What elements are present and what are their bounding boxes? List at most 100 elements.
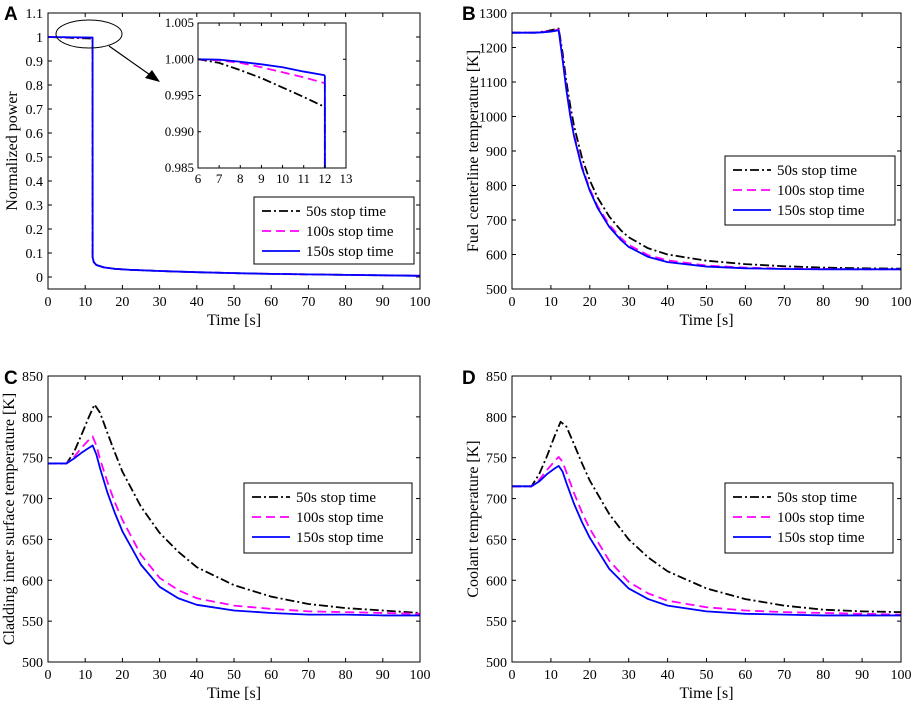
chart-panel-d: 0 10 20 30 40 50 60 70 80 90 100 500 550 600 650 700 750… (462, 368, 912, 702)
inset-axes-box (197, 22, 347, 169)
y-tick-label: 1200 (479, 42, 507, 57)
inset-y-tick-label: 1.000 (165, 51, 194, 66)
x-tick-label: 0 (509, 668, 516, 683)
legend-box (724, 482, 894, 554)
y-tick-label: 0.3 (26, 199, 44, 214)
y-tick-label: 850 (22, 370, 43, 385)
series-line-150s-stop-time (48, 444, 420, 617)
x-tick-label: 40 (190, 295, 204, 310)
inset-x-tick-label: 13 (340, 171, 353, 186)
series-line-100s-stop-time (512, 455, 901, 616)
legend-entry: 50s stop time (777, 490, 857, 506)
x-tick-label: 0 (45, 295, 52, 310)
legend-entry: 100s stop time (777, 510, 865, 526)
x-tick-label: 50 (227, 668, 241, 683)
main-axes-box (47, 375, 421, 663)
y-tick-label: 0.4 (26, 175, 44, 190)
x-tick-label: 50 (227, 295, 241, 310)
chart-series-group (48, 36, 420, 277)
x-tick-label: 30 (622, 295, 636, 310)
inset-x-tick-label: 7 (216, 171, 223, 186)
x-tick-label: 40 (190, 668, 204, 683)
x-tick-label: 40 (661, 668, 675, 683)
y-tick-label: 0.1 (26, 247, 44, 262)
x-tick-label: 80 (339, 295, 353, 310)
x-tick-label: 0 (509, 295, 516, 310)
x-tick-label: 50 (700, 295, 714, 310)
inset-x-tick-label: 11 (297, 171, 310, 186)
x-axis-label: Time [s] (207, 312, 261, 329)
inset-x-tick-label: 12 (318, 171, 331, 186)
y-tick-label: 1.1 (26, 7, 44, 22)
y-tick-label: 600 (486, 574, 507, 589)
main-axes-box (511, 12, 902, 290)
y-tick-label: 500 (486, 283, 507, 298)
y-tick-label: 700 (486, 493, 507, 508)
x-tick-label: 0 (45, 668, 52, 683)
y-axis-label: Fuel centerline temperature [K] (465, 50, 482, 252)
legend: 50s stop time 100s stop time 150s stop tim… (724, 482, 894, 554)
x-axis-label: Time [s] (679, 312, 733, 329)
y-tick-label: 700 (22, 493, 43, 508)
inset-x-tick-label: 8 (237, 171, 244, 186)
inset-series-group (198, 58, 326, 168)
chart-series-group (48, 403, 420, 617)
y-tick-label: 0.6 (26, 127, 44, 142)
x-tick-label: 90 (376, 295, 390, 310)
y-axis-label: Cladding inner surface temperature [K] (1, 393, 18, 645)
inset-y-tick-label: 1.005 (165, 15, 194, 30)
inset-y-tick-label: 0.990 (165, 124, 194, 139)
y-tick-label: 1300 (479, 7, 507, 22)
legend-entry: 100s stop time (777, 183, 865, 199)
inset-line-150s-stop-time (198, 58, 326, 77)
x-axis-label: Time [s] (679, 685, 733, 702)
y-tick-label: 0.7 (26, 103, 44, 118)
x-tick-label: 100 (891, 295, 912, 310)
x-tick-label: 20 (115, 295, 129, 310)
x-tick-label: 70 (301, 668, 315, 683)
y-tick-label: 650 (22, 533, 43, 548)
zoom-arrow-head (145, 70, 160, 82)
x-tick-label: 100 (410, 668, 431, 683)
y-tick-label: 0.9 (26, 55, 44, 70)
x-tick-label: 70 (777, 295, 791, 310)
x-tick-label: 100 (410, 295, 431, 310)
y-tick-label: 650 (486, 533, 507, 548)
y-tick-label: 0.8 (26, 79, 44, 94)
series-line-150s-stop-time (512, 464, 901, 617)
y-tick-label: 1000 (479, 111, 507, 126)
series-line-50s-stop-time (512, 420, 901, 614)
x-tick-label: 10 (544, 668, 558, 683)
x-tick-label: 10 (544, 295, 558, 310)
x-tick-label: 30 (153, 668, 167, 683)
panel-label: C (4, 368, 18, 389)
series-line-150s-stop-time (512, 29, 901, 271)
y-tick-label: 700 (486, 214, 507, 229)
y-tick-label: 600 (486, 249, 507, 264)
panel-label: B (462, 4, 476, 25)
y-tick-label: 800 (486, 180, 507, 195)
y-tick-label: 800 (486, 411, 507, 426)
zoom-arrow-line (108, 45, 154, 78)
x-tick-label: 20 (583, 668, 597, 683)
series-line-150s-stop-time (48, 36, 420, 277)
legend-entry: 150s stop time (306, 244, 394, 260)
x-tick-label: 60 (738, 295, 752, 310)
inset-x-tick-label: 6 (195, 171, 202, 186)
x-tick-label: 20 (115, 668, 129, 683)
series-line-50s-stop-time (48, 403, 420, 614)
inset-chart: 6 7 8 9 10 11 12 13 0.985 0.990 0.995 1.000 1.005 (165, 15, 353, 186)
x-tick-label: 40 (661, 295, 675, 310)
legend-box (243, 482, 413, 554)
x-tick-label: 80 (339, 668, 353, 683)
series-line-50s-stop-time (512, 27, 901, 270)
legend-box (724, 155, 896, 226)
main-axes-box (511, 375, 902, 663)
x-tick-label: 50 (700, 668, 714, 683)
legend-entry: 150s stop time (777, 530, 865, 546)
legend: 50s stop time 100s stop time 150s stop tim… (724, 155, 896, 226)
x-tick-label: 90 (855, 668, 869, 683)
x-tick-label: 60 (264, 295, 278, 310)
legend-entry: 100s stop time (306, 224, 394, 240)
